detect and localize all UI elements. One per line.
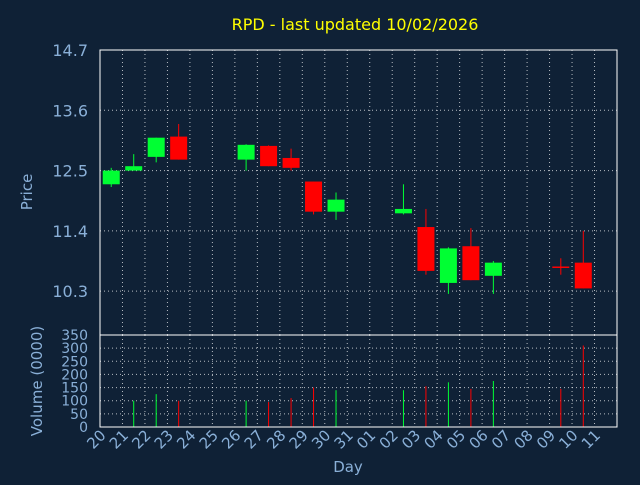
candle-body bbox=[170, 136, 188, 160]
candle-03 bbox=[417, 208, 435, 275]
candle-20 bbox=[102, 167, 120, 188]
price-y-tick-labels: 14.7 13.6 12.5 11.4 10.3 bbox=[52, 41, 88, 301]
candle-27 bbox=[260, 145, 278, 167]
volume-panel-frame bbox=[99, 334, 618, 428]
price-axis-label: Price bbox=[18, 174, 36, 211]
price-candles bbox=[102, 123, 592, 294]
volume-bars bbox=[133, 345, 584, 427]
candle-06 bbox=[484, 261, 502, 294]
candle-02 bbox=[394, 184, 412, 215]
candle-body bbox=[125, 166, 143, 171]
candle-body bbox=[237, 144, 255, 160]
candle-10 bbox=[574, 230, 592, 289]
candle-26 bbox=[237, 144, 255, 171]
volume-y-tick-label: 100 bbox=[61, 394, 88, 410]
candle-body bbox=[439, 248, 457, 283]
volume-axis-label: Volume (0000) bbox=[28, 326, 46, 436]
candle-29 bbox=[305, 181, 323, 215]
candle-28 bbox=[282, 148, 300, 171]
candle-23 bbox=[170, 123, 188, 160]
candle-body bbox=[574, 262, 592, 289]
price-y-tick-label: 12.5 bbox=[52, 162, 88, 181]
x-tick-labels: 2021222324252627282930310102030405060708… bbox=[83, 426, 604, 452]
candle-body bbox=[552, 266, 570, 268]
x-tick-label: 11 bbox=[578, 426, 604, 452]
volume-grid bbox=[100, 334, 617, 428]
candle-04 bbox=[439, 247, 457, 294]
candle-body bbox=[305, 181, 323, 212]
volume-y-tick-label: 0 bbox=[79, 420, 88, 436]
price-y-tick-label: 13.6 bbox=[52, 101, 88, 120]
price-y-tick-label: 14.7 bbox=[52, 41, 88, 60]
volume-y-tick-label: 150 bbox=[61, 381, 88, 397]
candle-22 bbox=[147, 137, 165, 163]
price-grid bbox=[100, 49, 617, 335]
x-axis-label: Day bbox=[333, 458, 363, 476]
candle-body bbox=[484, 262, 502, 276]
price-panel-frame bbox=[99, 49, 618, 336]
candle-body bbox=[147, 137, 165, 157]
candle-body bbox=[327, 199, 345, 212]
chart-title: RPD - last updated 10/02/2026 bbox=[232, 15, 479, 34]
candle-05 bbox=[462, 228, 480, 281]
candle-body bbox=[260, 145, 278, 167]
volume-y-tick-label: 50 bbox=[70, 407, 88, 423]
volume-y-tick-label: 350 bbox=[61, 328, 88, 344]
candle-body bbox=[102, 170, 120, 185]
candle-body bbox=[394, 208, 412, 214]
price-y-tick-label: 10.3 bbox=[52, 282, 88, 301]
candle-body bbox=[417, 227, 435, 271]
volume-y-tick-label: 300 bbox=[61, 341, 88, 357]
volume-y-tick-label: 200 bbox=[61, 367, 88, 383]
candle-30 bbox=[327, 192, 345, 220]
candle-09 bbox=[552, 258, 570, 275]
price-y-tick-label: 11.4 bbox=[52, 222, 88, 241]
volume-y-tick-label: 250 bbox=[61, 354, 88, 370]
candle-body bbox=[282, 157, 300, 168]
candle-body bbox=[462, 246, 480, 281]
candle-21 bbox=[125, 154, 143, 171]
